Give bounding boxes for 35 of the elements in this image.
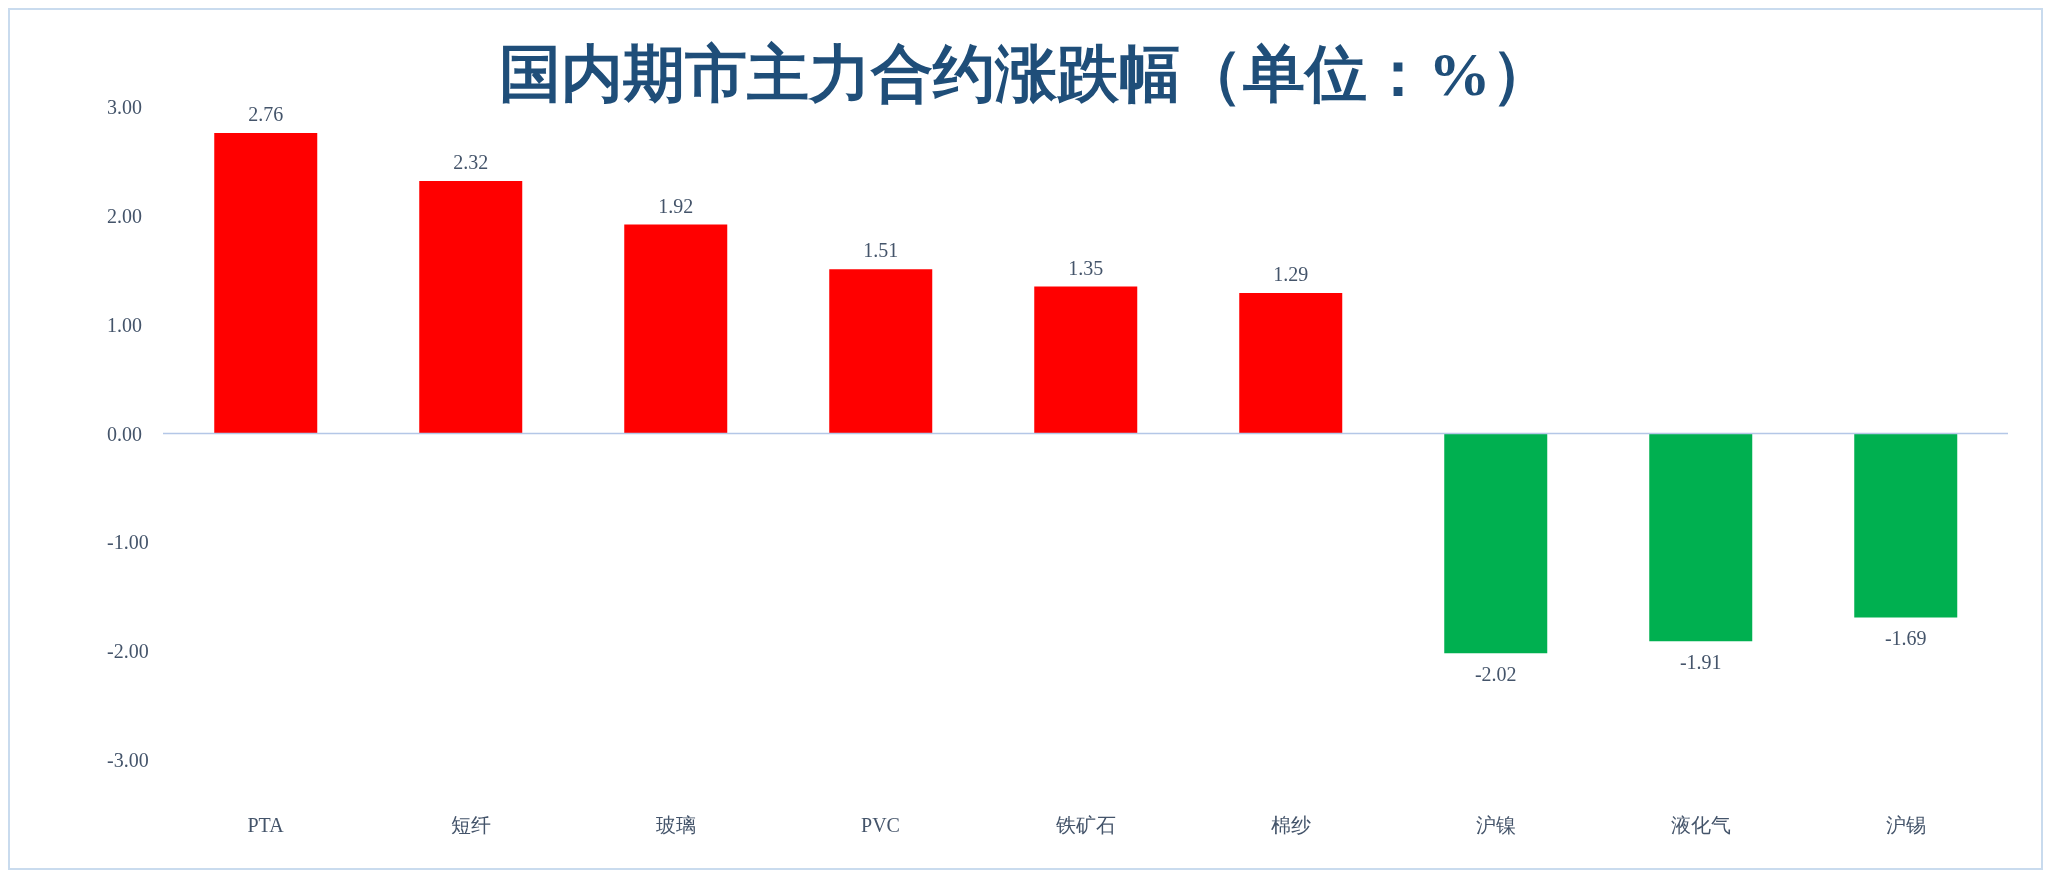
data-label: 1.35 xyxy=(1068,256,1104,279)
bar xyxy=(1444,433,1548,654)
data-label: -2.02 xyxy=(1474,663,1517,686)
bar xyxy=(1034,286,1138,434)
x-tick-label: 铁矿石 xyxy=(1054,814,1116,837)
bar xyxy=(419,181,523,434)
y-tick-label: 1.00 xyxy=(107,313,142,336)
data-label: 1.29 xyxy=(1273,263,1309,286)
bar xyxy=(624,224,728,434)
bar xyxy=(1239,293,1343,434)
data-label: 1.51 xyxy=(863,239,899,262)
y-tick-label: 0.00 xyxy=(107,422,142,445)
y-tick-label: 3.00 xyxy=(107,96,142,119)
y-tick-label: -2.00 xyxy=(107,640,149,663)
x-tick-label: 玻璃 xyxy=(655,814,696,837)
chart-title: 国内期市主力合约涨跌幅（单位：%） xyxy=(498,40,1553,108)
bar xyxy=(1649,433,1753,642)
x-tick-label: 棉纱 xyxy=(1270,814,1311,837)
data-label: 1.92 xyxy=(658,194,694,217)
data-label: 2.32 xyxy=(453,151,489,174)
y-tick-label: -3.00 xyxy=(107,749,149,772)
x-tick-label: 短纤 xyxy=(450,814,491,837)
x-tick-label: 沪锡 xyxy=(1885,814,1926,837)
data-label: -1.69 xyxy=(1884,627,1927,650)
data-label: 2.76 xyxy=(248,103,284,126)
y-tick-label: 2.00 xyxy=(107,204,142,227)
y-tick-label: -1.00 xyxy=(107,531,149,554)
x-tick-label: 液化气 xyxy=(1670,814,1731,837)
x-tick-label: PVC xyxy=(861,814,900,837)
bar xyxy=(1854,433,1958,618)
bar xyxy=(214,133,318,434)
bar xyxy=(829,269,933,434)
x-tick-label: 沪镍 xyxy=(1475,814,1516,837)
x-tick-label: PTA xyxy=(247,814,285,837)
data-label: -1.91 xyxy=(1679,651,1722,674)
